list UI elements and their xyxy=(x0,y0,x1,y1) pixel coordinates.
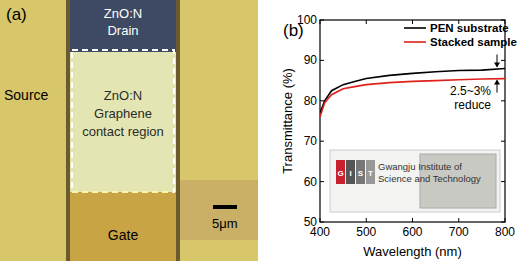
x-tick xyxy=(366,218,367,222)
gate-outline xyxy=(72,191,174,193)
gate-region xyxy=(70,192,176,261)
drain-label: Drain xyxy=(107,23,138,38)
legend-label: PEN substrate xyxy=(430,22,509,34)
logo-block xyxy=(336,160,345,184)
series-line xyxy=(320,68,505,112)
x-tick-label: 600 xyxy=(402,225,422,239)
inset-text: Gwangju Institute of xyxy=(378,161,462,172)
photo-background xyxy=(0,0,258,261)
series-line xyxy=(320,79,505,117)
y-tick-label: 90 xyxy=(304,53,318,67)
contact-outline xyxy=(72,50,174,192)
annotation-arrowhead xyxy=(494,80,500,85)
y-tick xyxy=(320,20,324,21)
logo-block xyxy=(346,160,355,184)
inset-text: Science and Technology xyxy=(378,173,481,184)
logo-block xyxy=(366,160,375,184)
drain-region xyxy=(70,0,176,52)
channel-label: Graphene xyxy=(94,106,152,121)
inset-photo xyxy=(330,150,500,212)
channel-label: ZnO:N xyxy=(104,88,142,103)
y-tick xyxy=(501,181,505,182)
channel-region xyxy=(70,52,176,192)
panel-a: (a) ZnO:N Drain Source ZnO:N Graphene contact … xyxy=(0,0,258,261)
right-pad xyxy=(180,180,258,240)
right-electrode xyxy=(180,0,258,261)
annotation: reduce xyxy=(454,98,491,112)
y-tick-label: 60 xyxy=(304,175,318,189)
y-tick xyxy=(501,141,505,142)
legend-swatch xyxy=(404,41,426,43)
logo-letter: S xyxy=(358,169,364,178)
x-tick xyxy=(458,218,459,222)
y-tick xyxy=(320,222,324,223)
x-tick xyxy=(320,218,321,222)
panel-label: (a) xyxy=(6,5,27,24)
y-axis-label: Transmittance (%) xyxy=(280,68,295,174)
annotation-arrowhead xyxy=(494,62,500,67)
source-electrode xyxy=(0,0,66,261)
plot-frame xyxy=(320,20,505,222)
x-tick xyxy=(412,218,413,222)
channel-label: contact region xyxy=(82,124,164,139)
x-axis-label: Wavelength (nm) xyxy=(363,244,462,259)
scale-bar-label: 5μm xyxy=(212,216,238,231)
source-label: Source xyxy=(4,87,49,103)
y-tick-label: 50 xyxy=(304,215,318,229)
lines xyxy=(320,68,505,116)
x-tick xyxy=(366,20,367,24)
x-tick-label: 500 xyxy=(356,225,376,239)
y-tick xyxy=(320,181,324,182)
drain-label: ZnO:N xyxy=(104,6,142,21)
x-tick xyxy=(505,218,506,222)
inset: GIST Gwangju Institute ofScience and Tech… xyxy=(330,150,500,212)
x-tick-label: 800 xyxy=(495,225,515,239)
y-tick xyxy=(501,60,505,61)
y-tick-label: 70 xyxy=(304,134,318,148)
logo-letter: I xyxy=(349,169,351,178)
y-tick xyxy=(501,100,505,101)
y-tick-label: 80 xyxy=(304,94,318,108)
x-tick xyxy=(412,20,413,24)
figure: (a) ZnO:N Drain Source ZnO:N Graphene contact … xyxy=(0,0,520,261)
y-tick xyxy=(501,222,505,223)
x-tick-label: 700 xyxy=(449,225,469,239)
y-tick xyxy=(320,141,324,142)
x-tick xyxy=(320,20,321,24)
y-tick-label: 100 xyxy=(297,13,317,27)
logo-letter: T xyxy=(368,169,373,178)
logo-block xyxy=(356,160,365,184)
y-tick xyxy=(320,60,324,61)
y-tick xyxy=(501,20,505,21)
gate-label: Gate xyxy=(108,227,139,243)
y-tick xyxy=(320,100,324,101)
legend-swatch xyxy=(404,27,426,29)
scale-bar xyxy=(213,205,237,209)
annotation: 2.5~3% xyxy=(450,84,491,98)
logo-letter: G xyxy=(337,169,343,178)
legend-label: Stacked sample xyxy=(430,36,517,48)
